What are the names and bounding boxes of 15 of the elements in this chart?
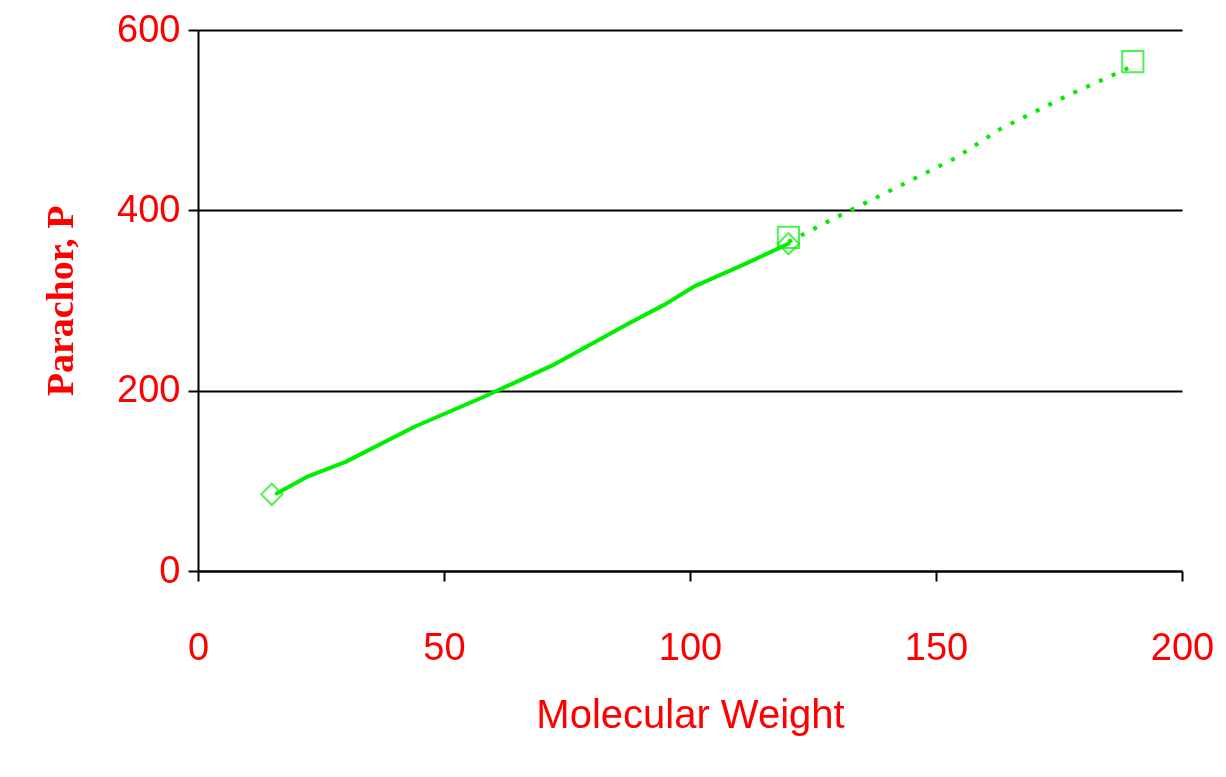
point xyxy=(260,482,284,506)
x-axis-title: Molecular Weight xyxy=(536,691,845,736)
x-tick-label: 0 xyxy=(187,625,210,668)
point xyxy=(776,225,801,249)
point xyxy=(776,232,801,256)
point xyxy=(1121,49,1145,74)
x-tick-label: 200 xyxy=(1150,625,1215,668)
y-tick-label: 0 xyxy=(159,548,181,591)
x-tick-label: 100 xyxy=(658,625,723,668)
x-tick-label: 150 xyxy=(904,625,969,668)
x-tick-label: 50 xyxy=(423,625,466,668)
y-tick-label: 600 xyxy=(117,7,181,50)
y-tick-label: 400 xyxy=(117,187,181,230)
y-axis-title: Parachor, P xyxy=(39,205,82,397)
y-tick-label: 200 xyxy=(117,368,181,411)
